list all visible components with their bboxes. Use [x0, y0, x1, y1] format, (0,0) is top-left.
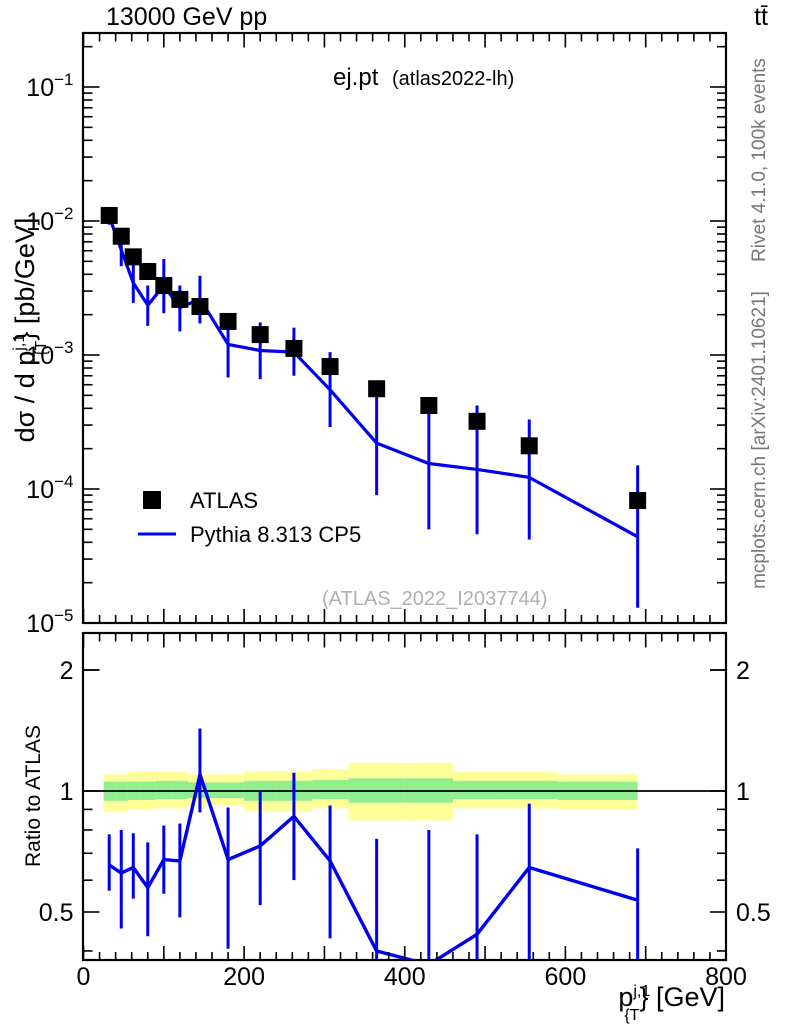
x-tick-label: 0 — [77, 963, 91, 991]
mc-error-bars — [107, 208, 640, 608]
x-axis-title-sup: j,1 — [632, 983, 650, 1000]
side-note-bottom-text: mcplots.cern.ch [arXiv:2401.10621] — [749, 291, 770, 589]
data-point-marker — [191, 298, 209, 316]
ratio-line — [108, 768, 639, 960]
y-axis-title: dσ / d pj,1 {T} [pb/GeV] — [10, 218, 50, 443]
data-point-marker — [520, 437, 538, 455]
plot-title: ej.pt — [333, 64, 379, 91]
data-point-marker — [124, 248, 142, 266]
ratio-axis-title-text: Ratio to ATLAS — [22, 725, 45, 867]
plot-subtitle: (atlas2022-lh) — [392, 68, 514, 90]
ratio-tick-label: 2 — [60, 657, 74, 685]
data-point-marker — [139, 262, 157, 280]
data-point-marker — [368, 380, 386, 398]
ratio-tick-label: 0.5 — [736, 899, 771, 927]
y-tick-label: 10−5 — [26, 606, 73, 638]
band-segment-inner — [171, 780, 188, 800]
x-axis-title-tail: } [GeV] — [639, 982, 725, 1012]
data-point-marker — [629, 492, 647, 510]
data-point-marker — [321, 358, 339, 376]
ratio-tick-label: 1 — [736, 778, 750, 806]
ratio-tick-label: 2 — [736, 657, 750, 685]
y-axis-title-sup: j,1 — [11, 334, 28, 352]
side-note-top-text: Rivet 4.1.0, 100k events — [749, 58, 770, 262]
ratio-tick-label: 0.5 — [39, 899, 74, 927]
data-point-marker — [420, 396, 438, 414]
data-markers — [100, 206, 647, 510]
x-axis-title: pj,1 {T} [GeV] — [618, 982, 725, 1024]
band-segment-inner — [452, 780, 502, 800]
y-tick-label: 10−4 — [26, 472, 73, 504]
ratio-panel-ticks — [82, 633, 727, 960]
legend-label-data: ATLAS — [190, 488, 258, 513]
y-axis-title-tail: } [pb/GeV] — [10, 218, 40, 341]
legend-label-mc: Pythia 8.313 CP5 — [190, 522, 361, 547]
data-point-marker — [171, 290, 189, 308]
x-axis-title-sub: {T — [624, 1007, 639, 1024]
legend-marker-data — [143, 491, 161, 509]
data-point-marker — [468, 412, 486, 430]
x-tick-label: 200 — [223, 963, 265, 991]
side-note-bottom: mcplots.cern.ch [arXiv:2401.10621] — [749, 291, 770, 589]
mc-line — [107, 215, 639, 539]
upper-y-tick-labels: 10−1 10−2 10−3 10−4 10−5 — [26, 70, 73, 638]
y-tick-label: 10−3 — [26, 338, 73, 370]
ratio-y-tick-labels: 2 2 1 1 0.5 0.5 — [39, 657, 771, 927]
header-left: 13000 GeV pp — [106, 3, 267, 31]
band-segment-inner — [501, 780, 558, 800]
mc-polyline — [107, 215, 639, 539]
x-axis-title-main: p — [618, 982, 633, 1012]
data-point-marker — [100, 206, 118, 224]
band-segment-inner — [312, 780, 349, 800]
data-point-marker — [251, 326, 269, 344]
data-point-marker — [285, 339, 303, 357]
ratio-axis-title: Ratio to ATLAS — [22, 725, 45, 867]
side-note-top: Rivet 4.1.0, 100k events — [749, 58, 770, 262]
band-segment-inner — [155, 780, 172, 800]
legend: ATLAS Pythia 8.313 CP5 — [138, 488, 361, 547]
watermark-label: (ATLAS_2022_I2037744) — [322, 588, 547, 610]
y-tick-label: 10−2 — [26, 204, 73, 236]
ratio-tick-label: 1 — [60, 778, 74, 806]
x-tick-labels: 0 200 400 600 800 — [77, 963, 747, 991]
y-axis-title-sub: {T — [33, 340, 50, 355]
svg-text:dσ / d pj,1{T} [pb/GeV]: dσ / d pj,1 {T} [pb/GeV] — [10, 218, 50, 443]
ratio-polyline — [108, 768, 639, 960]
data-point-marker — [112, 227, 130, 245]
upper-panel-ticks — [82, 33, 727, 624]
header-right: tt̄ — [754, 3, 768, 31]
x-tick-label: 800 — [705, 963, 747, 991]
y-tick-label: 10−1 — [26, 70, 73, 102]
x-tick-label: 400 — [384, 963, 426, 991]
y-axis-title-main: dσ / d p — [10, 351, 40, 443]
data-point-marker — [219, 312, 237, 330]
data-point-marker — [155, 277, 173, 295]
x-tick-label: 600 — [545, 963, 587, 991]
